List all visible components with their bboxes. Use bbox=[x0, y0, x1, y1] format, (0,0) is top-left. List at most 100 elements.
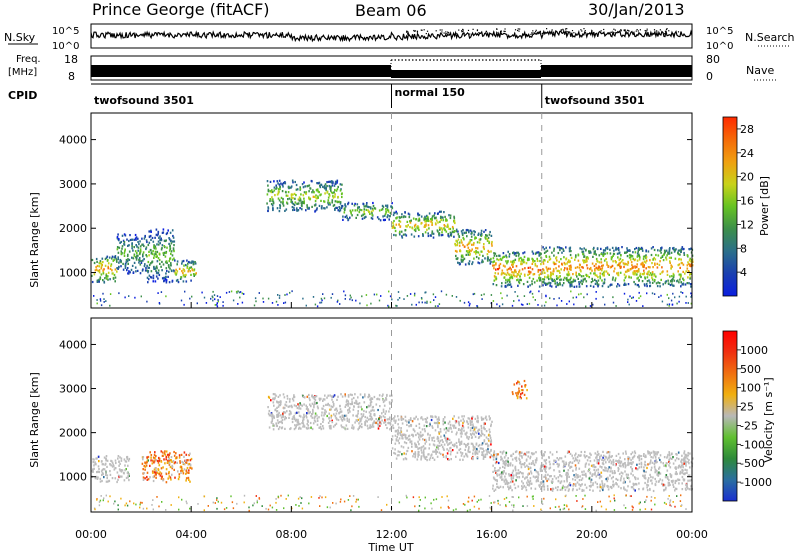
scatter-cell bbox=[430, 221, 432, 223]
scatter-cell bbox=[587, 293, 588, 295]
scatter-cell bbox=[164, 245, 166, 247]
scatter-cell bbox=[214, 298, 215, 300]
scatter-cell bbox=[602, 451, 604, 453]
scatter-cell bbox=[444, 444, 446, 446]
scatter-cell bbox=[395, 230, 397, 232]
scatter-cell bbox=[180, 472, 182, 474]
scatter-cell bbox=[509, 277, 511, 279]
scatter-cell bbox=[424, 428, 426, 430]
scatter-cell bbox=[424, 425, 426, 427]
scatter-cell bbox=[634, 265, 636, 267]
scatter-cell bbox=[105, 274, 107, 276]
scatter-cell bbox=[330, 427, 332, 429]
scatter-cell bbox=[568, 259, 570, 261]
scatter-cell bbox=[548, 282, 550, 284]
scatter-cell bbox=[428, 235, 430, 237]
scatter-cell bbox=[686, 469, 688, 471]
scatter-cell bbox=[434, 217, 436, 219]
scatter-cell bbox=[414, 293, 415, 295]
scatter-cell bbox=[148, 251, 150, 253]
scatter-cell bbox=[243, 293, 244, 295]
scatter-cell bbox=[120, 260, 122, 262]
scatter-cell bbox=[300, 193, 302, 195]
scatter-cell bbox=[148, 244, 150, 246]
scatter-cell bbox=[326, 206, 328, 208]
scatter-cell bbox=[654, 293, 655, 295]
scatter-cell bbox=[511, 455, 513, 457]
scatter-cell bbox=[408, 419, 410, 421]
scatter-cell bbox=[532, 259, 534, 261]
scatter-cell bbox=[507, 269, 509, 271]
scatter-cell bbox=[533, 296, 534, 298]
scatter-cell bbox=[322, 408, 324, 410]
scatter-cell bbox=[167, 462, 169, 464]
scatter-cell bbox=[405, 436, 407, 438]
noise-search-dot bbox=[538, 32, 539, 33]
scatter-cell bbox=[678, 301, 679, 303]
scatter-cell bbox=[317, 197, 319, 199]
scatter-cell bbox=[135, 267, 137, 269]
scatter-cell bbox=[144, 263, 146, 265]
scatter-cell bbox=[607, 252, 609, 254]
scatter-cell bbox=[487, 448, 489, 450]
scatter-cell bbox=[159, 458, 161, 460]
scatter-cell bbox=[607, 272, 609, 274]
scatter-cell bbox=[176, 456, 178, 458]
scatter-cell bbox=[302, 183, 304, 185]
scatter-cell bbox=[169, 245, 171, 247]
scatter-cell bbox=[590, 272, 592, 274]
scatter-cell bbox=[610, 252, 612, 254]
scatter-cell bbox=[119, 242, 121, 244]
scatter-cell bbox=[190, 464, 192, 466]
scatter-cell bbox=[477, 241, 479, 243]
scatter-cell bbox=[127, 258, 129, 260]
scatter-cell bbox=[548, 478, 550, 480]
scatter-cell bbox=[392, 435, 394, 437]
scatter-cell bbox=[295, 194, 297, 196]
scatter-cell bbox=[102, 293, 103, 295]
scatter-cell bbox=[617, 461, 619, 463]
scatter-cell bbox=[418, 235, 420, 237]
scatter-cell bbox=[448, 423, 450, 425]
scatter-cell bbox=[441, 439, 443, 441]
scatter-cell bbox=[635, 258, 637, 260]
scatter-cell bbox=[571, 455, 573, 457]
scatter-cell bbox=[369, 395, 371, 397]
scatter-cell bbox=[625, 263, 627, 265]
scatter-cell bbox=[242, 302, 243, 304]
scatter-cell bbox=[271, 421, 273, 423]
scatter-cell bbox=[484, 257, 486, 259]
scatter-cell bbox=[340, 393, 342, 395]
scatter-cell bbox=[535, 299, 536, 301]
scatter-cell bbox=[417, 213, 419, 215]
noise-search-dot bbox=[532, 30, 533, 31]
scatter-cell bbox=[314, 196, 316, 198]
scatter-cell bbox=[545, 295, 546, 297]
scatter-cell bbox=[550, 475, 552, 477]
scatter-cell bbox=[134, 239, 136, 241]
scatter-cell bbox=[687, 254, 689, 256]
scatter-cell bbox=[534, 281, 536, 283]
scatter-cell bbox=[638, 488, 640, 490]
scatter-cell bbox=[627, 301, 628, 303]
scatter-cell bbox=[285, 191, 287, 193]
scatter-cell bbox=[318, 416, 320, 418]
scatter-cell bbox=[155, 280, 157, 282]
noise-search-dot bbox=[456, 33, 457, 34]
scatter-cell bbox=[644, 284, 646, 286]
scatter-cell bbox=[508, 465, 510, 467]
noise-search-dot bbox=[526, 34, 527, 35]
scatter-cell bbox=[337, 186, 339, 188]
scatter-cell bbox=[635, 251, 637, 253]
scatter-cell bbox=[364, 421, 366, 423]
scatter-cell bbox=[687, 268, 689, 270]
scatter-cell bbox=[544, 252, 546, 254]
scatter-cell bbox=[433, 293, 434, 295]
scatter-cell bbox=[283, 407, 285, 409]
scatter-cell bbox=[135, 270, 137, 272]
scatter-cell bbox=[556, 457, 558, 459]
scatter-cell bbox=[422, 234, 424, 236]
scatter-cell bbox=[683, 252, 685, 254]
scatter-cell bbox=[437, 425, 439, 427]
scatter-cell bbox=[157, 234, 159, 236]
